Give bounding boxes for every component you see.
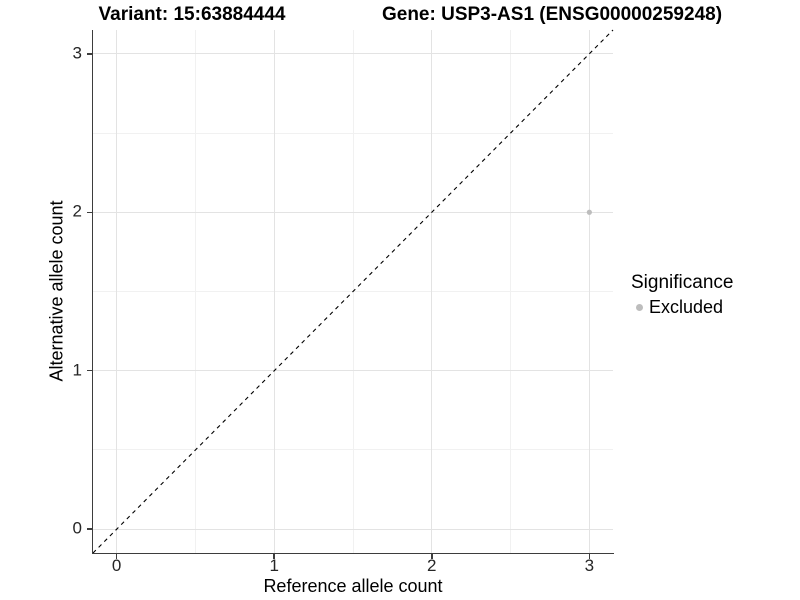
x-tick-label: 1 bbox=[269, 556, 279, 575]
x-tick-label: 2 bbox=[427, 556, 437, 575]
y-tick-label: 3 bbox=[72, 43, 82, 63]
major-gridline bbox=[588, 30, 590, 553]
data-point bbox=[586, 209, 592, 215]
x-tick-label: 3 bbox=[584, 556, 595, 575]
variant-title: Variant: 15:63884444 bbox=[98, 4, 286, 25]
excluded-point-icon bbox=[636, 303, 643, 311]
legend-item-label: Excluded bbox=[649, 296, 724, 317]
major-gridline bbox=[116, 30, 118, 553]
major-gridline bbox=[273, 30, 275, 553]
x-tick-label: 0 bbox=[111, 556, 122, 575]
x-tick-mark bbox=[273, 554, 275, 559]
legend-item-excluded: Excluded bbox=[631, 297, 733, 318]
x-tick-mark bbox=[115, 554, 118, 559]
legend: Significance Excluded bbox=[631, 272, 733, 318]
major-gridline bbox=[93, 528, 613, 530]
major-gridline bbox=[93, 53, 613, 55]
y-tick-label: 2 bbox=[72, 201, 82, 221]
y-tick-label: 0 bbox=[72, 518, 82, 538]
x-axis-title: Reference allele count bbox=[263, 576, 443, 596]
y-tick-mark bbox=[86, 528, 92, 530]
x-axis-line bbox=[91, 552, 614, 554]
x-tick-mark bbox=[588, 554, 591, 559]
major-gridline bbox=[93, 211, 613, 213]
plot-panel bbox=[92, 29, 614, 554]
minor-gridline bbox=[93, 449, 613, 451]
plot-canvas bbox=[92, 29, 614, 554]
minor-gridline bbox=[93, 132, 613, 134]
y-tick-label: 1 bbox=[72, 360, 82, 380]
y-tick-mark bbox=[86, 369, 92, 372]
y-tick-mark bbox=[86, 53, 92, 55]
y-axis-title: Alternative allele count bbox=[46, 200, 67, 382]
identity-dashed-line bbox=[92, 29, 614, 554]
x-tick-mark bbox=[431, 554, 433, 559]
y-tick-mark bbox=[86, 211, 92, 213]
major-gridline bbox=[431, 30, 433, 553]
major-gridline bbox=[93, 370, 613, 372]
gene-title: Gene: USP3-AS1 (ENSG00000259248) bbox=[381, 4, 723, 25]
y-axis-line bbox=[91, 30, 93, 554]
legend-title: Significance bbox=[631, 272, 734, 293]
